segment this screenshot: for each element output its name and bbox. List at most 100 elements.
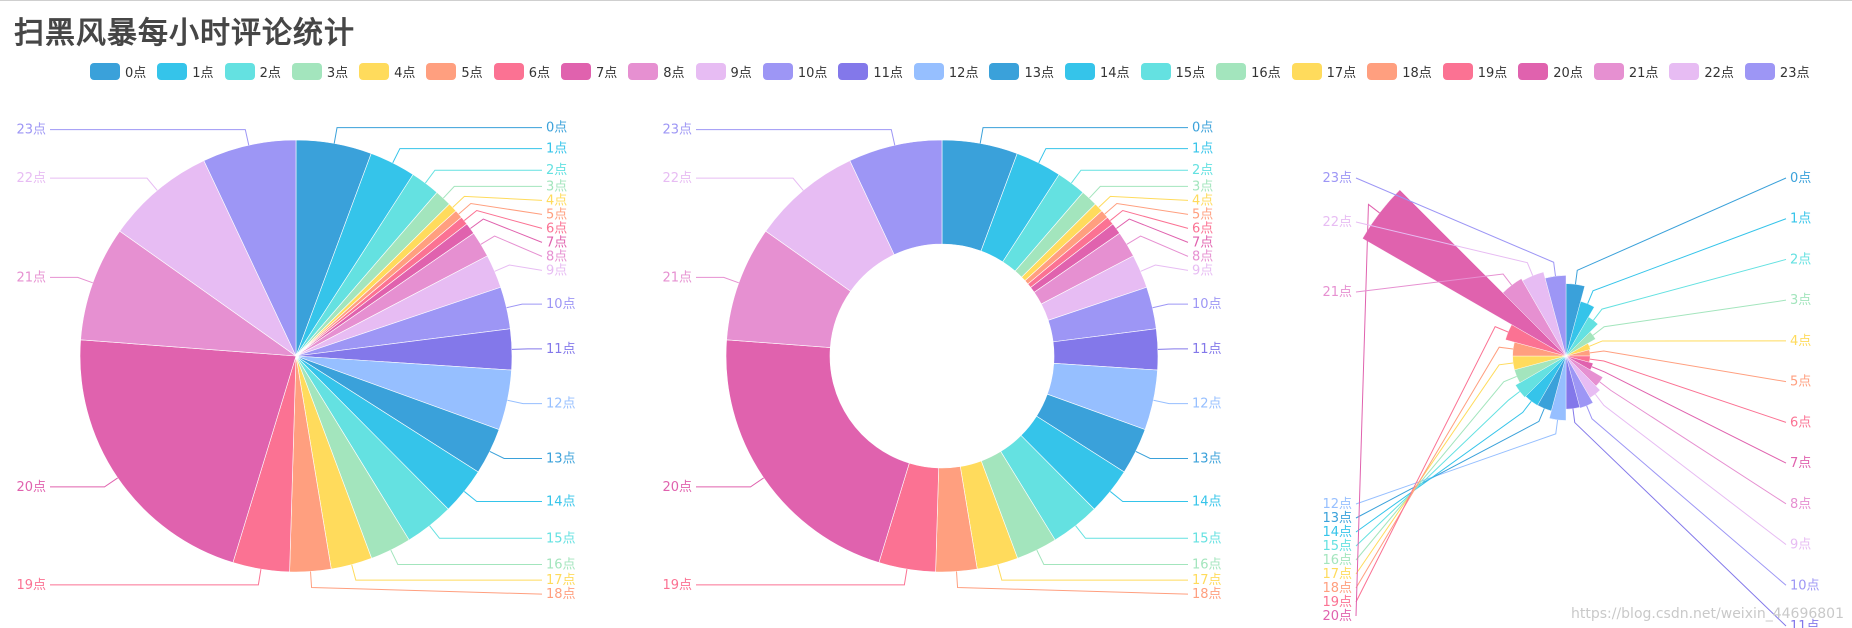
rose-slice[interactable]: [1565, 301, 1595, 357]
legend-item[interactable]: 10点: [762, 62, 827, 81]
label-leader-line: [1574, 177, 1787, 285]
slice-label: 17点: [1322, 567, 1352, 582]
legend-item[interactable]: 13点: [989, 62, 1054, 81]
slice-label: 2点: [546, 163, 567, 178]
legend-swatch: [695, 62, 726, 80]
slice-label: 7点: [1192, 235, 1213, 250]
label-leader-line: [1135, 450, 1188, 459]
legend-swatch: [1367, 62, 1398, 80]
slice-label: 21点: [16, 270, 46, 285]
slice-label: 23点: [1322, 171, 1352, 186]
slice-label: 4点: [546, 193, 567, 208]
label-leader-line: [463, 209, 543, 229]
legend-label: 8点: [663, 65, 685, 81]
slice-label: 0点: [1192, 121, 1213, 136]
slice-label: 18点: [1322, 581, 1352, 596]
legend-item[interactable]: 14点: [1065, 62, 1130, 81]
label-leader-line: [390, 549, 542, 565]
legend-item[interactable]: 18点: [1367, 62, 1432, 81]
legend-item[interactable]: 9点: [695, 62, 752, 81]
label-leader-line: [50, 129, 250, 146]
legend-swatch: [838, 62, 869, 80]
legend-item[interactable]: 8点: [628, 62, 685, 81]
slice-label: 8点: [546, 249, 567, 264]
slice-label: 20点: [16, 480, 46, 495]
label-leader-line: [1088, 185, 1188, 199]
pie-slice[interactable]: [80, 230, 298, 357]
slice-label: 12点: [1192, 397, 1222, 412]
legend-item[interactable]: 15点: [1140, 62, 1205, 81]
label-leader-line: [50, 276, 93, 284]
label-leader-line: [1355, 362, 1514, 575]
legend-item[interactable]: 7点: [560, 62, 617, 81]
slice-label: 6点: [1790, 415, 1811, 430]
legend-swatch: [989, 62, 1020, 80]
slice-label: 8点: [1790, 497, 1811, 512]
legend-label: 23点: [1779, 65, 1810, 81]
legend-swatch: [1065, 62, 1095, 80]
legend-item[interactable]: 2点: [224, 62, 281, 81]
label-leader-line: [1355, 177, 1556, 277]
label-leader-line: [1591, 366, 1787, 464]
pie-slice[interactable]: [725, 339, 910, 563]
legend-swatch: [291, 62, 322, 80]
legend-label: 22点: [1704, 65, 1734, 81]
label-leader-line: [1589, 340, 1787, 347]
legend-item[interactable]: 12点: [913, 62, 978, 81]
slice-label: 11点: [546, 342, 576, 357]
legend-item[interactable]: 22点: [1669, 62, 1734, 81]
slice-label: 20点: [1322, 609, 1352, 624]
legend-item[interactable]: 16点: [1216, 62, 1281, 81]
slice-label: 7点: [546, 235, 567, 250]
label-leader-line: [50, 477, 118, 488]
slice-label: 4点: [1192, 193, 1213, 208]
label-leader-line: [442, 185, 542, 199]
slice-label: 5点: [546, 207, 567, 222]
legend-label: 18点: [1402, 65, 1432, 81]
slice-label: 9点: [1192, 263, 1213, 278]
label-leader-line: [1572, 408, 1787, 627]
label-leader-line: [1152, 303, 1188, 309]
legend-item[interactable]: 20点: [1518, 62, 1583, 81]
legend-swatch: [359, 62, 390, 80]
legend-item[interactable]: 5点: [426, 62, 483, 81]
rose-slice[interactable]: [1544, 275, 1567, 357]
legend-item[interactable]: 4点: [359, 62, 415, 81]
top-rule: [0, 0, 1852, 1]
legend-label: 3点: [326, 65, 349, 81]
legend-item[interactable]: 0点: [90, 62, 146, 81]
legend-swatch: [762, 62, 793, 80]
label-leader-line: [1586, 405, 1787, 586]
legend: 0点 1点 2点 3点 4点 5点 6点 7点 8点 9点 10点 11点 12点 13点 14点 15点 16…: [90, 60, 1850, 82]
legend-item[interactable]: 19点: [1442, 62, 1507, 81]
legend-swatch: [1744, 62, 1775, 80]
legend-swatch: [1442, 62, 1473, 80]
legend-label: 0点: [125, 65, 147, 81]
slice-label: 15点: [1322, 539, 1352, 554]
legend-item[interactable]: 23点: [1744, 62, 1810, 81]
legend-item[interactable]: 11点: [838, 62, 903, 81]
legend-item[interactable]: 1点: [157, 62, 214, 81]
slice-label: 16点: [1192, 557, 1222, 572]
rose-slice[interactable]: [1502, 278, 1567, 357]
label-leader-line: [424, 169, 542, 184]
label-leader-line: [1153, 399, 1188, 405]
slice-label: 13点: [546, 451, 576, 466]
label-leader-line: [333, 127, 542, 144]
slice-label: 10点: [1790, 578, 1820, 593]
label-leader-line: [458, 202, 543, 215]
pie-slice[interactable]: [849, 139, 943, 256]
legend-item[interactable]: 17点: [1291, 62, 1356, 81]
label-leader-line: [1104, 202, 1189, 215]
legend-swatch: [1593, 62, 1624, 80]
label-leader-line: [1098, 195, 1189, 208]
legend-item[interactable]: 21点: [1593, 62, 1658, 81]
legend-item[interactable]: 3点: [291, 62, 349, 81]
rose-slice[interactable]: [1362, 189, 1567, 357]
pie-slice[interactable]: [119, 160, 297, 357]
slice-label: 3点: [1192, 179, 1213, 194]
legend-item[interactable]: 6点: [493, 62, 550, 81]
label-leader-line: [1355, 400, 1532, 533]
slice-label: 10点: [1192, 297, 1222, 312]
label-leader-line: [1355, 221, 1534, 276]
